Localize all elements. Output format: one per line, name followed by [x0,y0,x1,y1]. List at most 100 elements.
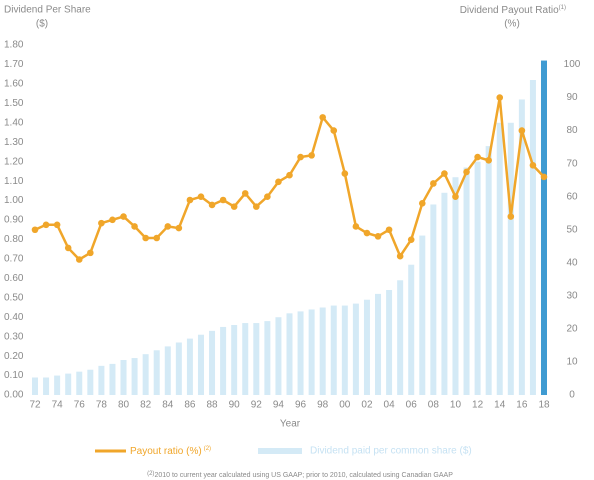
payout-point [109,216,116,224]
y-tick-label: 0.20 [4,351,24,362]
payout-point [241,190,249,197]
bar [286,313,293,395]
legend-bar-label: Dividend paid per common share ($) [310,446,472,457]
y2-tick-label: 10 [566,357,578,368]
y-tick-label: 1.10 [4,176,24,187]
y-tick-label: 1.70 [4,59,24,70]
bar [209,330,216,395]
right-axis-unit: (%) [504,19,520,30]
x-tick-label: 78 [96,400,108,411]
y-tick-label: 1.30 [4,137,24,148]
y-tick-label: 0.00 [4,390,24,401]
x-tick-label: 82 [140,400,152,411]
payout-point [131,223,138,230]
footnote-text: 2010 to current year calculated using US… [154,472,453,479]
y-tick-label: 0.60 [4,273,24,284]
y-tick-label: 1.80 [4,40,24,51]
y2-tick-label: 50 [566,224,578,235]
legend-bar-swatch [258,448,302,454]
right-axis-title-note: (1) [559,5,566,11]
bar [87,369,94,395]
payout-point [441,170,448,177]
bar [98,365,105,395]
x-tick-label: 96 [295,400,307,411]
payout-point [529,162,537,169]
payout-point [485,157,492,164]
y2-tick-label: 40 [566,257,578,268]
x-tick-label: 00 [339,400,351,411]
payout-point [430,180,437,187]
payout-point [407,236,415,243]
bar [175,342,182,395]
y-tick-label: 0.50 [4,292,24,303]
y-tick-label: 1.00 [4,195,24,206]
right-axis-title-text: Dividend Payout Ratio [460,5,559,16]
payout-point [275,178,282,186]
bar [341,305,348,395]
bar [485,146,492,395]
payout-point [264,193,271,200]
y-tick-label: 0.80 [4,234,24,245]
y2-tick-label: 0 [569,390,575,401]
bar [474,161,481,395]
payout-point [186,196,194,204]
bar [541,60,547,396]
bar [242,323,249,395]
payout-point [374,233,382,240]
legend-line-note: (2) [204,446,211,452]
payout-point [208,201,216,209]
left-axis-unit: ($) [36,19,48,30]
left-axis-title: Dividend Per Share [4,5,91,16]
footnote: (2)2010 to current year calculated using… [147,471,453,479]
payout-point [253,203,260,210]
payout-point [286,171,293,179]
payout-point [98,219,105,227]
x-tick-label: 10 [450,400,462,411]
y-tick-label: 1.40 [4,117,24,128]
x-tick-label: 08 [428,400,440,411]
bar [120,360,127,395]
payout-point [319,114,326,121]
bar [197,334,204,395]
payout-point [230,203,238,210]
bar [452,177,459,395]
payout-point [297,153,304,161]
x-tick-label: 16 [516,400,528,411]
x-tick-label: 14 [494,400,506,411]
x-tick-label: 88 [206,400,218,411]
x-tick-label: 72 [29,400,41,411]
legend-line-label: Payout ratio (%) (2) [130,446,211,457]
payout-point [197,193,205,200]
bar [408,264,415,395]
payout-point [463,168,470,176]
payout-point [87,249,94,257]
payout-point [496,94,504,101]
bar [153,350,160,395]
bar [164,346,171,395]
bar [76,371,83,395]
x-tick-label: 90 [229,400,241,411]
payout-point [452,193,459,200]
bar [463,167,470,395]
payout-point [142,234,149,242]
bar [363,299,370,395]
y2-tick-label: 100 [564,59,581,70]
y-tick-label: 0.40 [4,312,24,323]
y2-tick-label: 30 [566,290,578,301]
y2-tick-label: 20 [566,324,578,335]
x-tick-label: 74 [52,400,64,411]
payout-point [518,127,526,134]
bar [54,375,61,395]
x-tick-label: 04 [384,400,396,411]
y-tick-label: 0.30 [4,331,24,342]
bar [264,321,271,395]
payout-point [219,196,227,204]
right-axis-title: Dividend Payout Ratio(1) [460,5,566,16]
bar [518,99,525,395]
bar [441,192,448,395]
x-tick-label: 18 [538,400,550,411]
y2-tick-label: 70 [566,158,578,169]
x-tick-label: 02 [361,400,373,411]
x-tick-label: 76 [74,400,86,411]
x-tick-label: 80 [118,400,130,411]
